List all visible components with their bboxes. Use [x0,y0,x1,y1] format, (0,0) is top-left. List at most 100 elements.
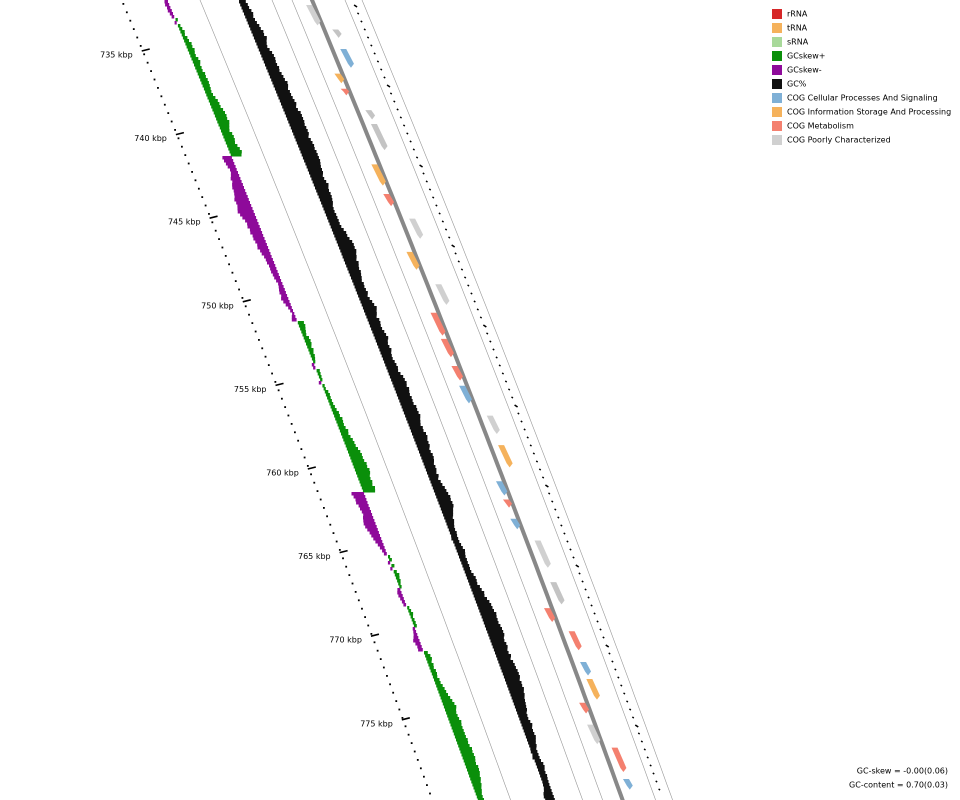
gc-content-segment [464,570,472,574]
gc-skew-segment [218,123,230,127]
gc-skew-segment [264,255,272,259]
ruler-dot [413,750,416,753]
gc-content-segment [246,18,255,22]
gc-skew-segment [363,519,375,523]
gc-content-segment [250,27,261,31]
gc-skew-segment [242,216,257,220]
gc-skew-segment [401,600,405,604]
ruler-dot [389,683,391,686]
gc-skew-segment [276,279,282,283]
outer-tick [470,292,473,295]
gc-skew-segment [225,141,235,145]
gc-skew-segment [189,51,195,55]
gc-content-segment [405,414,421,418]
gc-content-segment [260,51,273,55]
ruler-label: 745 kbp [168,218,201,227]
ruler-dot [174,129,176,131]
outer-tick [551,500,554,503]
legend-swatch [772,79,782,89]
gc-content-segment [255,39,267,43]
ruler-label: 735 kbp [100,51,133,60]
gc-skew-segment [425,654,431,658]
gc-content-segment [395,390,410,394]
gc-content-segment [416,444,430,448]
ruler-dot [367,624,370,627]
gc-skew-segment [290,309,293,313]
feature [370,123,388,151]
outer-tick [520,420,523,423]
gc-skew-segment [399,585,402,589]
gc-content-segment [382,357,393,361]
gc-skew-segment [260,249,270,253]
outer-tick [605,644,610,648]
ruler-major-tick [175,131,185,136]
gc-content-segment [440,507,454,511]
gc-skew-segment [191,57,199,61]
gc-skew-segment [449,720,462,724]
gc-skew-segment [222,132,233,136]
outer-tick [532,452,536,455]
gc-content-segment [323,207,334,211]
gc-content-segment [421,456,434,460]
legend-label: tRNA [787,24,808,33]
gc-content-segment [327,216,338,220]
gc-skew-segment [464,762,476,766]
outer-tick [511,396,514,399]
feature [534,540,551,568]
feature [586,678,600,700]
gc-content-segment [488,633,505,637]
gc-content-segment [315,186,329,190]
ruler-major-tick [370,633,380,637]
gc-content-segment [415,441,429,445]
gc-content-segment [479,609,494,613]
gc-content-segment [279,99,295,103]
gc-skew-segment [182,36,188,40]
gc-content-segment [294,135,309,139]
gc-skew-segment [306,342,312,346]
gc-content-segment [439,504,454,508]
gc-content-segment [457,552,466,556]
gc-skew-segment [303,336,309,340]
legend-label: rRNA [787,10,808,19]
gc-skew-segment [203,87,211,91]
ruler-dot [326,515,328,518]
gc-content-segment [263,60,276,64]
outer-tick [560,524,563,527]
gc-content-segment [398,396,412,400]
ruler-dot [191,171,193,173]
gc-skew-segment [369,531,379,535]
gc-skew-segment [456,738,468,742]
gc-skew-segment [211,105,221,109]
gc-skew-segment [311,363,315,367]
outer-tick [412,148,415,151]
guide-line [291,0,603,800]
gc-skew-segment [469,774,480,778]
gc-content-segment [454,543,462,547]
legend-label: GC% [787,80,807,89]
gc-skew-segment [413,639,420,643]
feature [495,481,508,496]
gc-skew-segment [171,15,175,19]
gc-skew-segment [291,318,297,322]
gc-content-segment [524,732,535,736]
gc-content-segment [392,381,407,385]
gc-content-segment [325,213,337,217]
outer-tick [626,700,629,703]
gc-skew-segment [223,135,234,139]
gc-skew-segment [298,324,306,328]
gc-skew-segment [292,312,295,316]
gc-content-segment [423,462,434,466]
gc-content-segment [538,768,545,772]
gc-skew-segment [434,678,440,682]
gc-skew-segment [475,792,482,796]
gc-content-segment [281,102,297,106]
gc-content-segment [252,33,265,37]
gc-skew-segment [309,351,314,355]
gc-skew-segment [232,183,243,187]
gc-skew-segment [334,414,340,418]
gc-skew-segment [391,564,395,568]
ruler-dot [177,137,180,140]
gc-skew-segment [261,252,271,256]
gc-content-segment [475,600,490,604]
gc-skew-segment [205,90,212,94]
